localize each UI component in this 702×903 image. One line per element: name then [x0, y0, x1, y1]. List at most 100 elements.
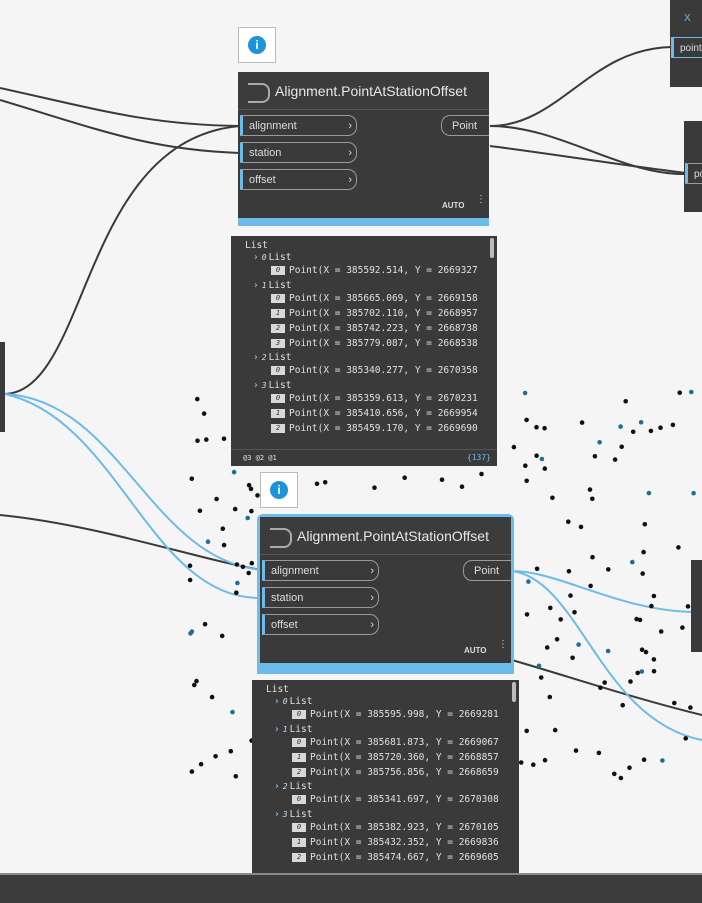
- chevron: ›: [274, 781, 280, 792]
- lacing[interactable]: AUTO: [464, 646, 487, 655]
- chevron: ›: [370, 565, 374, 577]
- geometry-point: [646, 490, 652, 496]
- geometry-point: [195, 438, 200, 444]
- geometry-point: [213, 754, 218, 759]
- wire: [511, 570, 702, 741]
- geometry-point: [534, 424, 539, 430]
- preview-root: List: [245, 240, 268, 251]
- wire: [489, 145, 687, 174]
- geometry-point: [576, 642, 581, 647]
- wire: [489, 46, 673, 127]
- input-port[interactable]: station ›: [262, 587, 379, 608]
- node-menu[interactable]: ⋮: [476, 194, 486, 205]
- geometry-point: [314, 481, 320, 487]
- geometry-point: [643, 649, 649, 655]
- geometry-point: [590, 496, 595, 502]
- geometry-point: [623, 399, 628, 404]
- node[interactable]: Alignment.PointAtStationOffset alignment ›…: [257, 514, 514, 674]
- item-index: 3: [271, 338, 285, 348]
- geometry-point: [245, 515, 250, 521]
- input-port[interactable]: offset ›: [262, 614, 379, 635]
- chevron: ›: [253, 379, 259, 391]
- node-title: Alignment.PointAtStationOffset: [238, 72, 489, 110]
- port-label: po: [694, 169, 702, 180]
- geometry-point: [548, 605, 553, 611]
- list-header: › 0 List: [274, 696, 312, 707]
- input-port[interactable]: po: [685, 163, 702, 184]
- list-item: 2 Point(X = 385459.170, Y = 2669690: [271, 423, 478, 434]
- list-item: 1 Point(X = 385410.656, Y = 2669954: [271, 408, 478, 419]
- geometry-point: [579, 420, 585, 425]
- geometry-point: [524, 728, 529, 734]
- input-port[interactable]: alignment ›: [262, 560, 379, 581]
- geometry-point: [246, 482, 252, 488]
- list-index: 2: [261, 353, 267, 362]
- geometry-point: [198, 761, 204, 767]
- item-index: 0: [271, 293, 285, 303]
- wire: [0, 87, 241, 127]
- geometry-point: [219, 633, 225, 639]
- input-port[interactable]: offset ›: [240, 169, 357, 190]
- wire: [489, 125, 687, 176]
- chevron: ›: [370, 619, 374, 631]
- list-item: 1 Point(X = 385702.110, Y = 2668957: [271, 308, 478, 319]
- input-port[interactable]: station ›: [240, 142, 357, 163]
- input-port[interactable]: point: [671, 37, 702, 58]
- geometry-point: [231, 469, 237, 475]
- list-index: 2: [282, 782, 288, 791]
- geometry-point: [676, 545, 681, 550]
- node-bar: [260, 663, 511, 671]
- geometry-point: [558, 617, 563, 622]
- input-port[interactable]: alignment ›: [240, 115, 357, 136]
- geometry-point: [234, 590, 239, 595]
- node[interactable]: Alignment.PointAtStationOffset alignment ›…: [238, 72, 489, 226]
- list-header: › 2 List: [274, 781, 312, 792]
- geometry-point: [220, 526, 226, 531]
- output-port[interactable]: Point: [463, 560, 511, 581]
- levels: @3 @2 @1: [243, 454, 277, 462]
- geometry-point: [209, 694, 215, 700]
- geometry-point: [658, 425, 663, 431]
- info-bubble[interactable]: i: [260, 472, 298, 508]
- chevron: ›: [274, 808, 280, 820]
- list-header: › 1 List: [274, 724, 312, 735]
- item-text: Point(X = 385359.613, Y = 2670231: [289, 392, 478, 404]
- list-label: List: [289, 696, 313, 707]
- geometry-point: [524, 612, 530, 617]
- list-index: 1: [282, 724, 288, 734]
- list-label: List: [268, 379, 292, 391]
- partial-node[interactable]: [691, 560, 702, 652]
- partial-node[interactable]: po: [684, 121, 702, 212]
- info-icon: i: [270, 481, 288, 499]
- lacing[interactable]: AUTO: [442, 201, 465, 210]
- info-bubble[interactable]: i: [238, 27, 276, 63]
- item-index: 0: [271, 393, 285, 403]
- wire: [511, 659, 702, 716]
- item-index: 2: [292, 852, 306, 862]
- output-port[interactable]: Point: [441, 115, 489, 136]
- geometry-point: [534, 566, 540, 572]
- list-header: › 3 List: [274, 809, 312, 820]
- geometry-point: [683, 736, 688, 741]
- geometry-point: [606, 567, 611, 572]
- geometry-point: [479, 471, 484, 477]
- item-index: 0: [292, 710, 306, 719]
- list-item: 0 Point(X = 385681.873, Y = 2669067: [292, 737, 499, 748]
- geometry-point: [619, 444, 624, 450]
- preview[interactable]: List › 0 List 0 Point(X = 385592.514, Y = 266…: [231, 236, 497, 466]
- chevron: ›: [348, 120, 352, 132]
- geometry-point: [221, 436, 227, 442]
- preview[interactable]: List › 0 List 0 Point(X = 385595.998, Y = 266…: [252, 680, 519, 873]
- partial-node: [0, 342, 5, 432]
- chevron: ›: [253, 352, 259, 363]
- list-label: List: [268, 352, 292, 363]
- geometry-point: [511, 444, 517, 450]
- list-item: 0 Point(X = 385595.998, Y = 2669281: [292, 709, 499, 720]
- geometry-point: [572, 610, 577, 615]
- geometry-point: [547, 694, 553, 700]
- list-item: 0 Point(X = 385341.697, Y = 2670308: [292, 794, 499, 805]
- node-menu[interactable]: ⋮: [498, 639, 508, 650]
- item-text: Point(X = 385595.998, Y = 2669281: [310, 709, 499, 720]
